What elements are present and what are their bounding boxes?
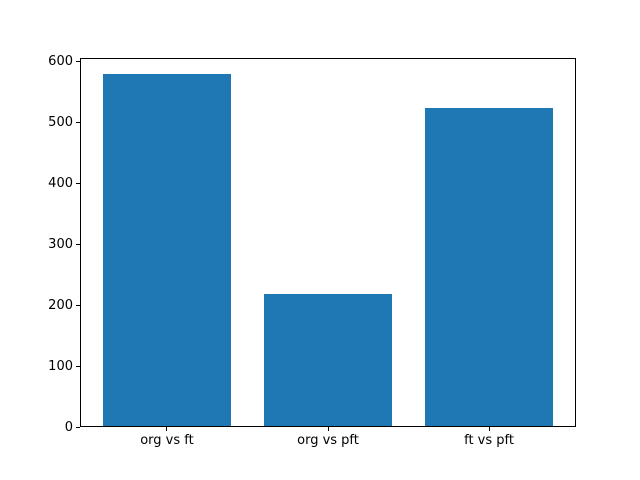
y-tick-mark bbox=[76, 182, 80, 184]
x-tick-label: org vs ft bbox=[140, 433, 194, 448]
bar-org-vs-pft bbox=[263, 293, 393, 426]
x-tick-mark bbox=[327, 427, 329, 431]
y-tick-mark bbox=[76, 365, 80, 367]
y-tick-label: 0 bbox=[64, 419, 73, 435]
y-tick-mark bbox=[76, 426, 80, 428]
y-tick-label: 100 bbox=[48, 358, 73, 374]
plot-area bbox=[80, 58, 576, 427]
bar-ft-vs-pft bbox=[424, 107, 554, 426]
y-tick-mark bbox=[76, 243, 80, 245]
x-tick-label: ft vs pft bbox=[464, 433, 514, 448]
y-tick-label: 600 bbox=[48, 54, 73, 70]
y-tick-label: 400 bbox=[48, 175, 73, 191]
x-tick-label: org vs pft bbox=[297, 433, 359, 448]
y-tick-mark bbox=[76, 61, 80, 63]
x-tick-mark bbox=[166, 427, 168, 431]
y-tick-label: 200 bbox=[48, 297, 73, 313]
x-tick-mark bbox=[488, 427, 490, 431]
y-tick-label: 500 bbox=[48, 115, 73, 131]
bar-org-vs-ft bbox=[102, 74, 232, 426]
y-tick-mark bbox=[76, 304, 80, 306]
y-tick-mark bbox=[76, 122, 80, 124]
y-tick-label: 300 bbox=[48, 236, 73, 252]
